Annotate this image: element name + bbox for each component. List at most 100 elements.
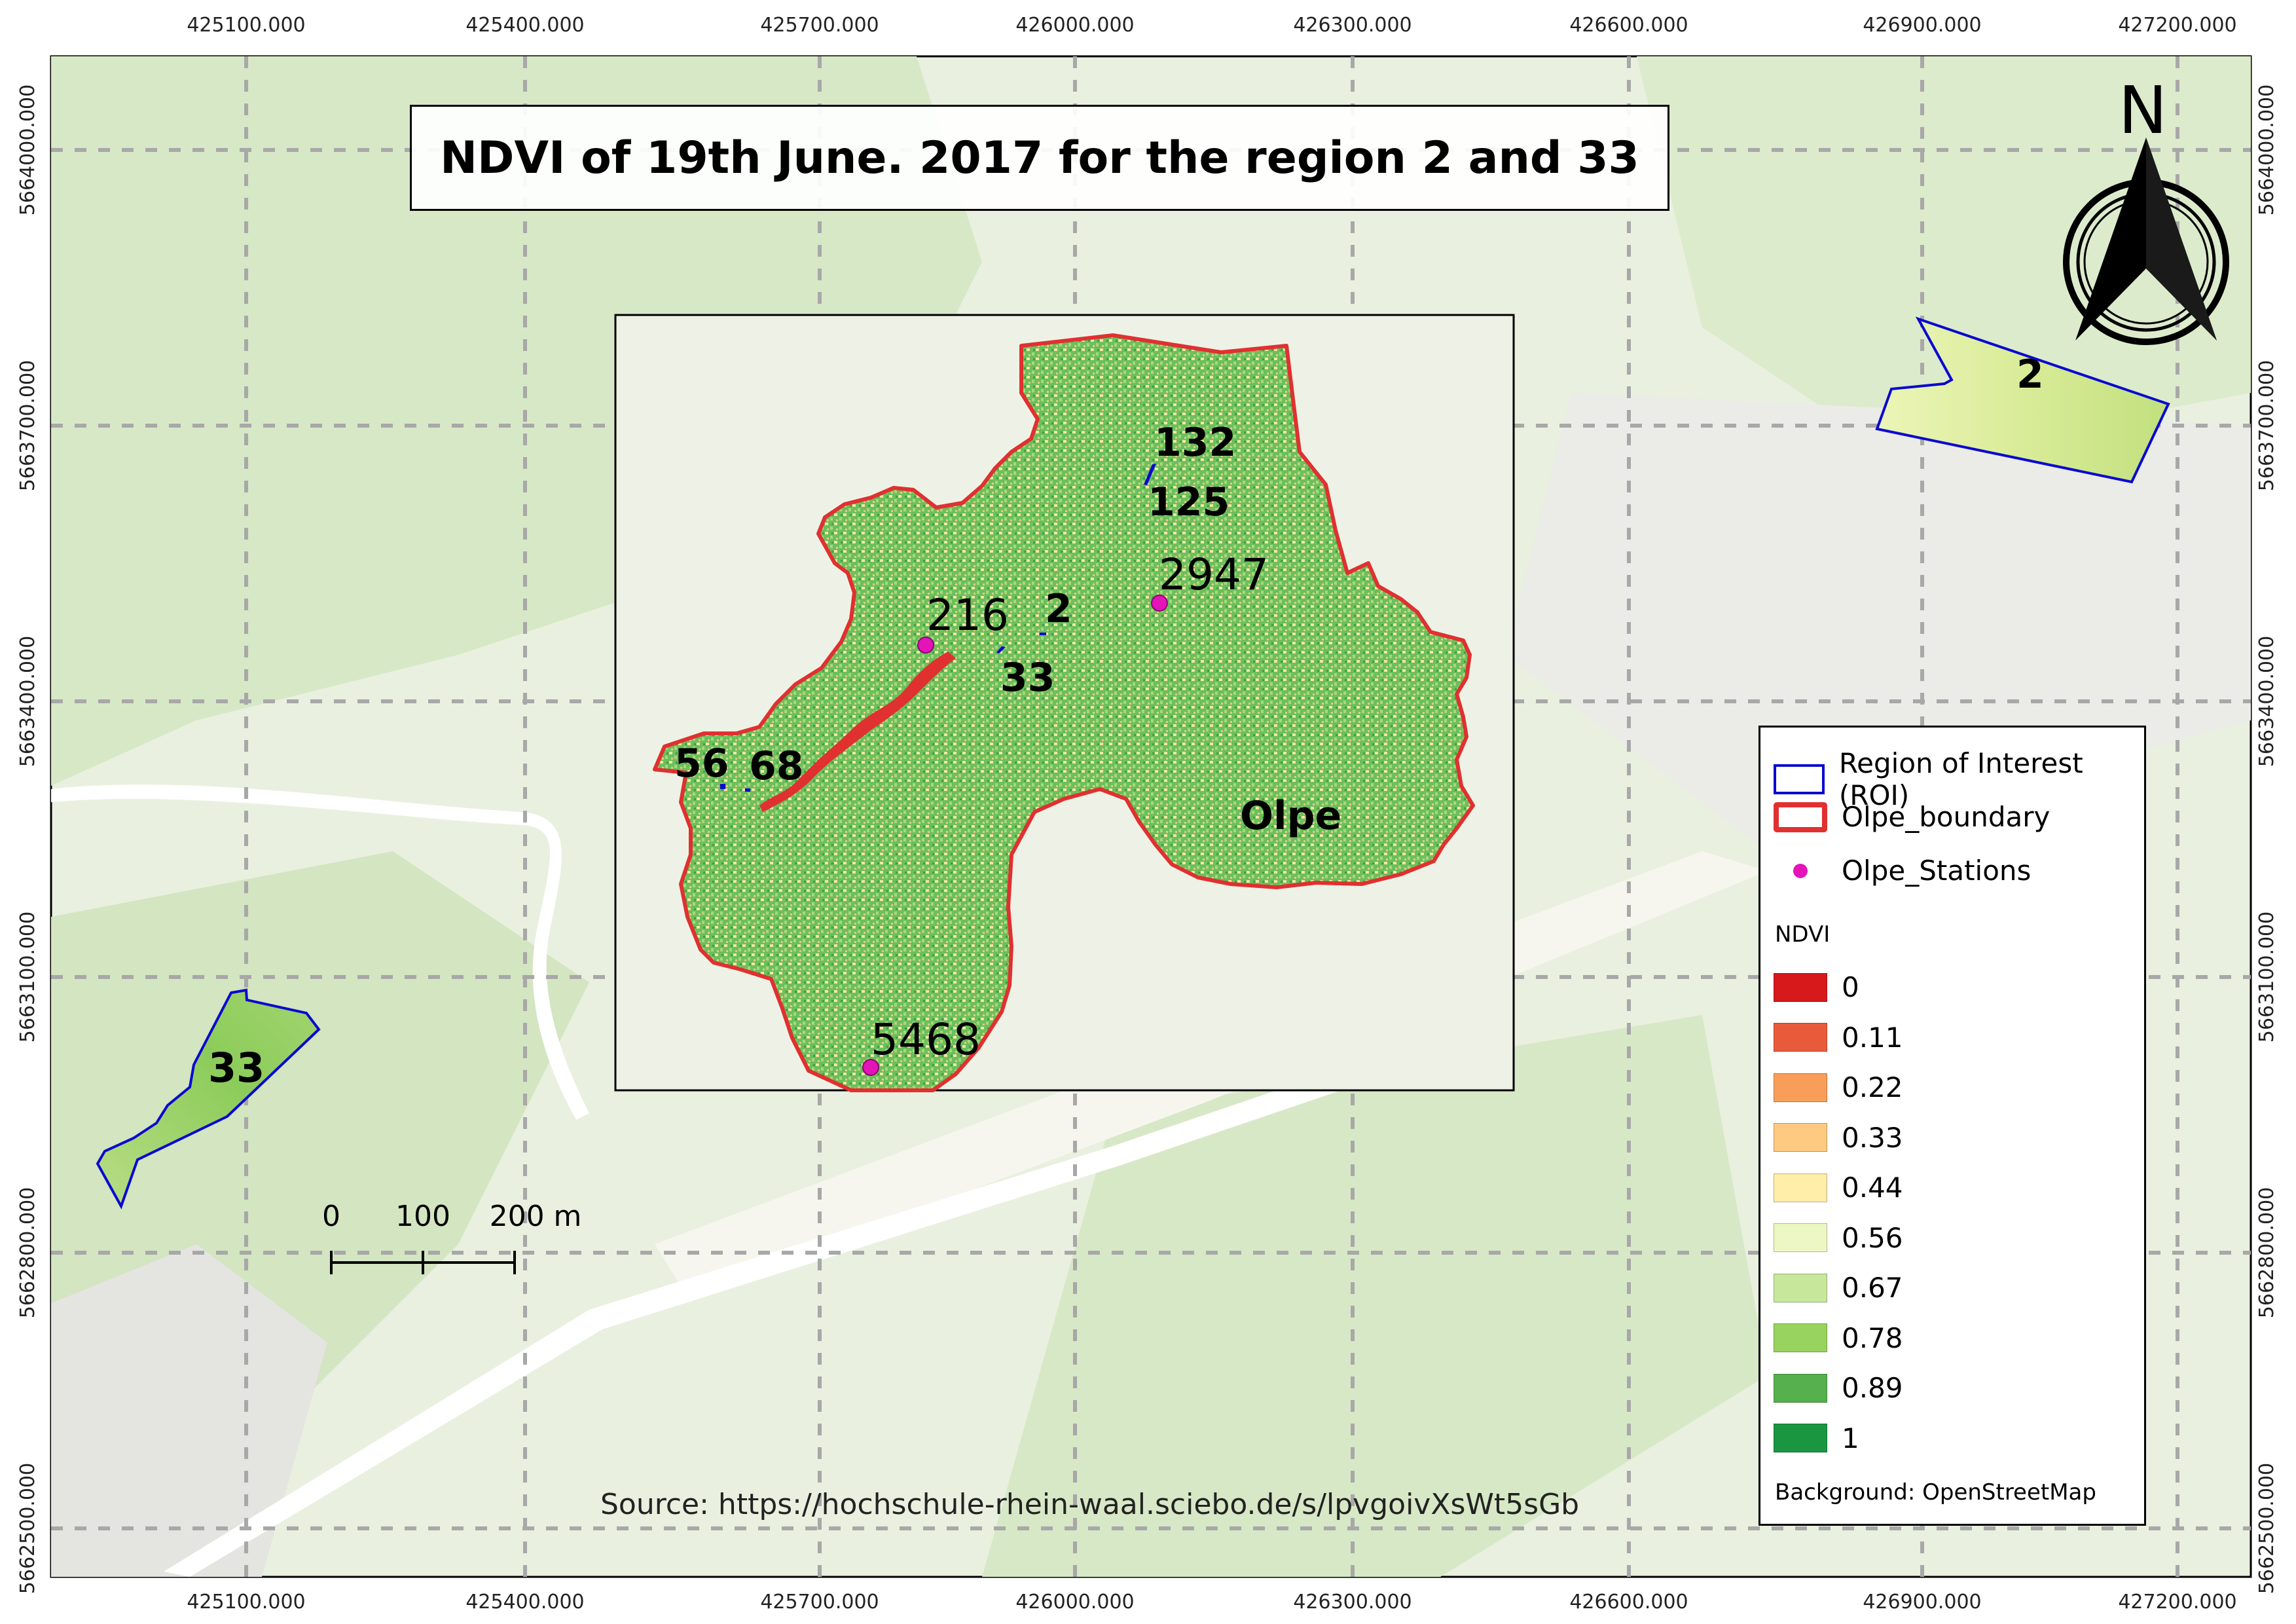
ndvi-swatch (1774, 1223, 1827, 1252)
tick-label: 427200.000 (2118, 1591, 2236, 1614)
tick-label: 5664000.000 (16, 84, 39, 215)
ndvi-class-row: 1 (1774, 1422, 1859, 1454)
station-5468 (862, 1059, 879, 1076)
tick-label: 425700.000 (760, 14, 879, 37)
roi-132-marker (1144, 464, 1156, 485)
y-tick-labels-left: 5664000.000 5663700.000 5663400.000 5663100… (16, 84, 39, 1594)
legend-ndvi-title: NDVI (1775, 921, 1831, 948)
ndvi-swatch (1774, 1073, 1827, 1102)
tick-label: 426000.000 (1015, 1591, 1134, 1614)
roi-56-marker (720, 784, 725, 789)
tick-label: 426900.000 (1863, 1591, 1981, 1614)
ndvi-swatch (1774, 1323, 1827, 1352)
tick-label: 426300.000 (1293, 14, 1412, 37)
legend-stations: Olpe_Stations (1774, 855, 2031, 887)
tick-label: 426600.000 (1569, 1591, 1688, 1614)
tick-label: 5662800.000 (2255, 1187, 2278, 1318)
ndvi-swatch (1774, 1123, 1827, 1152)
ndvi-class-row: 0.78 (1774, 1322, 1903, 1354)
ndvi-class-label: 0.33 (1842, 1121, 1903, 1154)
station-2947 (1151, 595, 1168, 612)
ndvi-class-row: 0.11 (1774, 1022, 1903, 1054)
tick-label: 427200.000 (2118, 14, 2236, 37)
region-33-polygon (96, 988, 321, 1209)
tick-label: 5663400.000 (2255, 636, 2278, 767)
roi-label-33: 33 (1000, 655, 1055, 701)
ndvi-swatch (1774, 1273, 1827, 1302)
tick-label: 5664000.000 (2255, 84, 2278, 215)
legend-boundary-label: Olpe_boundary (1842, 801, 2050, 833)
ndvi-class-row: 0.67 (1774, 1272, 1903, 1304)
tick-label: 426300.000 (1293, 1591, 1412, 1614)
title-box: NDVI of 19th June. 2017 for the region 2… (410, 105, 1669, 211)
scale-label-200: 200 m (490, 1200, 582, 1233)
roi-2-marker (1040, 633, 1046, 635)
ndvi-class-row: 0.89 (1774, 1372, 1903, 1404)
ndvi-swatch (1774, 1424, 1827, 1452)
ndvi-class-label: 0.44 (1842, 1172, 1903, 1204)
tick-label: 426600.000 (1569, 14, 1688, 37)
tick-label: 426900.000 (1863, 14, 1981, 37)
scale-label-0: 0 (322, 1200, 340, 1233)
ndvi-class-row: 0 (1774, 971, 1859, 1003)
ndvi-class-label: 1 (1842, 1422, 1859, 1454)
roi-label-132: 132 (1154, 420, 1236, 466)
station-label-5468: 5468 (871, 1014, 981, 1065)
tick-label: 5663700.000 (16, 360, 39, 491)
ndvi-swatch (1774, 1023, 1827, 1052)
boundary-swatch (1774, 802, 1827, 832)
olpe-boundary (653, 333, 1475, 1092)
tick-label: 5662500.000 (2255, 1463, 2278, 1594)
ndvi-class-label: 0.56 (1842, 1221, 1903, 1254)
roi-label-125: 125 (1148, 479, 1230, 525)
station-216 (917, 637, 934, 654)
tick-label: 5663700.000 (2255, 360, 2278, 491)
station-label-216: 216 (926, 590, 1009, 640)
ndvi-class-label: 0.78 (1842, 1321, 1903, 1354)
legend: Region of Interest (ROI) Olpe_boundary O… (1758, 726, 2146, 1526)
north-arrow: N (2063, 72, 2229, 345)
tick-label: 425100.000 (187, 14, 305, 37)
ndvi-class-label: 0.11 (1842, 1021, 1903, 1054)
tick-label: 425100.000 (187, 1591, 305, 1614)
roi-label-56: 56 (674, 741, 729, 786)
tick-label: 5663400.000 (16, 636, 39, 767)
station-label-2947: 2947 (1159, 549, 1269, 600)
scale-bar: 0 100 200 m (322, 1200, 581, 1274)
olpe-label: Olpe (1240, 793, 1341, 839)
legend-roi: Region of Interest (ROI) (1774, 747, 2144, 811)
north-label: N (2119, 72, 2168, 149)
y-tick-labels-right: 5664000.000 5663700.000 5663400.000 5663100… (2255, 84, 2278, 1594)
legend-roi-label: Region of Interest (ROI) (1838, 747, 2083, 811)
scale-label-100: 100 (395, 1200, 450, 1233)
region-33-label: 33 (208, 1044, 264, 1092)
station-swatch (1793, 863, 1808, 878)
tick-label: 5663100.000 (16, 912, 39, 1043)
ndvi-class-row: 0.44 (1774, 1172, 1903, 1204)
tick-label: 425400.000 (465, 1591, 584, 1614)
roi-label-68: 68 (749, 743, 804, 789)
ndvi-class-row: 0.22 (1774, 1071, 1903, 1103)
roi-swatch (1774, 764, 1825, 794)
legend-stations-label: Olpe_Stations (1842, 855, 2032, 887)
roi-68-marker (745, 788, 750, 792)
region-2-label: 2 (2016, 352, 2044, 397)
region-2: 2 (1875, 316, 2170, 484)
tick-label: 426000.000 (1015, 14, 1134, 37)
tick-label: 5663100.000 (2255, 912, 2278, 1043)
tick-label: 425400.000 (465, 14, 584, 37)
legend-boundary: Olpe_boundary (1774, 801, 2050, 833)
inset-map: 132 125 2 33 56 68 216 2947 5468 Olpe (614, 314, 1515, 1092)
ndvi-class-row: 0.33 (1774, 1122, 1903, 1154)
ndvi-class-label: 0 (1842, 971, 1859, 1003)
ndvi-class-label: 0.22 (1842, 1071, 1903, 1103)
region-33: 33 (96, 988, 321, 1209)
legend-background-note: Background: OpenStreetMap (1775, 1479, 2096, 1505)
roi-label-2: 2 (1045, 586, 1072, 632)
map-title: NDVI of 19th June. 2017 for the region 2… (440, 132, 1639, 184)
tick-label: 425700.000 (760, 1591, 879, 1614)
region-2-polygon (1875, 316, 2170, 484)
tick-label: 5662800.000 (16, 1187, 39, 1318)
ndvi-swatch (1774, 1173, 1827, 1202)
